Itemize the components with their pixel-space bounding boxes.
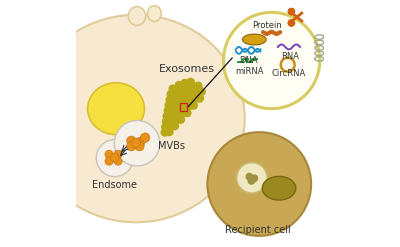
- Point: [196, 96, 203, 100]
- Circle shape: [127, 142, 136, 151]
- Point: [170, 107, 176, 111]
- Point: [170, 87, 176, 91]
- Circle shape: [114, 121, 160, 166]
- Point: [186, 104, 192, 108]
- Point: [172, 96, 178, 100]
- Point: [163, 120, 169, 124]
- Point: [198, 90, 205, 94]
- Circle shape: [224, 12, 320, 109]
- Point: [184, 111, 190, 115]
- Point: [171, 102, 178, 105]
- Point: [167, 124, 173, 128]
- Circle shape: [236, 163, 267, 193]
- Text: RNA: RNA: [281, 52, 299, 61]
- Text: Protein: Protein: [252, 21, 282, 30]
- Text: CircRNA: CircRNA: [272, 69, 306, 78]
- Point: [174, 112, 180, 116]
- Point: [192, 97, 198, 101]
- Point: [173, 118, 179, 122]
- Point: [172, 124, 178, 128]
- Text: Endsome: Endsome: [92, 180, 137, 190]
- Point: [165, 109, 171, 113]
- Circle shape: [288, 20, 295, 26]
- Point: [178, 118, 184, 122]
- Point: [190, 103, 197, 107]
- Circle shape: [131, 138, 140, 147]
- Text: Recipient cell: Recipient cell: [225, 225, 291, 235]
- Point: [179, 112, 186, 116]
- Circle shape: [114, 157, 122, 165]
- Point: [182, 81, 188, 85]
- Circle shape: [127, 136, 136, 145]
- Point: [180, 105, 187, 109]
- Point: [166, 130, 172, 134]
- Point: [182, 99, 188, 103]
- Point: [195, 84, 202, 88]
- Ellipse shape: [128, 7, 146, 25]
- Circle shape: [136, 137, 145, 147]
- Point: [176, 100, 183, 104]
- Point: [193, 90, 200, 94]
- Ellipse shape: [242, 34, 266, 45]
- Point: [188, 80, 194, 84]
- Ellipse shape: [27, 15, 245, 222]
- Text: MVBs: MVBs: [158, 141, 185, 151]
- Circle shape: [140, 133, 150, 142]
- Point: [167, 98, 173, 102]
- Point: [162, 130, 168, 134]
- Point: [162, 125, 169, 129]
- Circle shape: [248, 178, 254, 184]
- Ellipse shape: [147, 6, 161, 21]
- Point: [179, 88, 186, 92]
- Circle shape: [114, 150, 122, 159]
- Circle shape: [105, 157, 113, 165]
- Point: [174, 90, 180, 94]
- Point: [187, 98, 193, 102]
- Circle shape: [246, 173, 253, 180]
- Point: [168, 92, 174, 96]
- Circle shape: [105, 150, 113, 159]
- Circle shape: [110, 153, 119, 162]
- Circle shape: [135, 142, 144, 151]
- Point: [168, 119, 174, 123]
- Point: [166, 103, 172, 107]
- Text: DNA: DNA: [239, 56, 258, 64]
- Point: [183, 92, 189, 96]
- Text: Exosomes: Exosomes: [158, 64, 214, 74]
- Circle shape: [208, 132, 311, 236]
- Point: [188, 91, 195, 95]
- Point: [178, 94, 184, 98]
- Point: [169, 113, 176, 117]
- Point: [190, 85, 196, 89]
- Point: [185, 86, 191, 90]
- Circle shape: [96, 140, 133, 177]
- Circle shape: [251, 175, 258, 182]
- Point: [175, 106, 182, 110]
- Circle shape: [288, 8, 295, 15]
- Text: miRNA: miRNA: [235, 67, 264, 76]
- Ellipse shape: [88, 83, 144, 135]
- Ellipse shape: [262, 176, 296, 200]
- Point: [176, 83, 182, 87]
- Point: [164, 114, 170, 118]
